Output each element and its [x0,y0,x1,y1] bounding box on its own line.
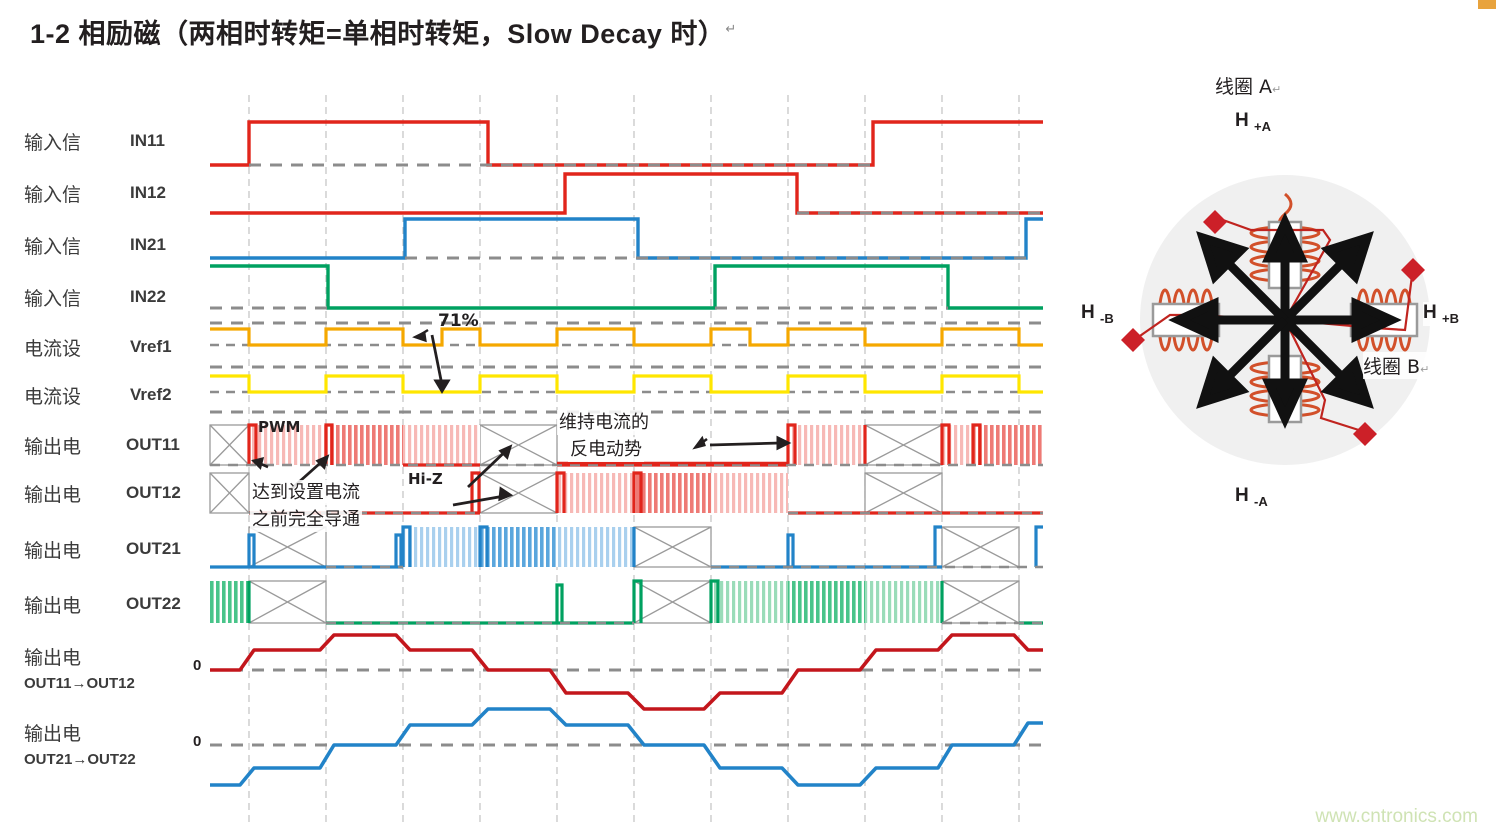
row-label-sig-out12: OUT12 [126,483,181,502]
motor-label-coil-b: 线圈 B↵ [1363,352,1430,379]
annotation-reach-current-line1: 达到设置电流 [250,480,362,505]
waveform-panel: 输入信 IN11 输入信 IN12 输入信 IN21 输入信 IN22 电流设 … [0,95,1060,825]
motor-label-h-plus-a: H +A [1235,110,1271,134]
row-label-cn-iout-a: 输出电 [24,647,82,669]
row-label-sig-vref2: Vref2 [130,385,172,404]
trace-current-a [210,633,1043,711]
row-label-cn-vref2: 电流设 [24,386,82,408]
trace-vref2 [210,374,1043,394]
row-label-sig-iout-b: OUT21→OUT22 [24,751,136,768]
field-arrows [1168,212,1402,429]
motor-diagram: 线圈 A↵ H +A H -A H +B H -B 线圈 B↵ [1075,72,1495,530]
motor-label-coil-a: 线圈 A↵ [1215,72,1282,99]
row-label-sig-in12: IN12 [130,183,166,202]
zero-mark-a: 0 [193,657,202,674]
annotation-pwm: PWM [258,418,301,436]
row-label-cn-iout-b: 输出电 [24,723,82,745]
row-label-cn-out21: 输出电 [24,540,82,562]
motor-label-h-plus-b: H +B [1423,302,1459,326]
trace-vref1 [210,327,1043,347]
row-label-sig-in21: IN21 [130,235,166,254]
terminal-diamonds [1121,210,1425,446]
row-label-sig-out22: OUT22 [126,594,181,613]
annotation-bemf-line1: 维持电流的 [557,410,651,435]
trace-out21 [210,525,1043,569]
row-label-cn-in12: 输入信 [24,184,82,206]
row-label-sig-in22: IN22 [130,287,166,306]
annotation-reach-current-line2: 之前完全导通 [250,507,362,532]
trace-in22 [210,264,1043,310]
row-label-cn-in22: 输入信 [24,288,82,310]
row-label-sig-vref1: Vref1 [130,337,172,356]
accent-bar [1478,0,1496,9]
annotation-arrows [251,328,792,507]
pilcrow-mark: ↵ [725,21,737,36]
motor-label-h-minus-b: H -B [1081,302,1114,326]
trace-out12 [209,471,1043,515]
row-label-cn-out11: 输出电 [24,436,82,458]
trace-out11 [209,423,1043,467]
row-label-cn-out12: 输出电 [24,484,82,506]
trace-out22 [210,579,1043,625]
trace-in12 [210,172,1043,215]
annotation-percent: 71% [438,311,479,331]
row-label-cn-in21: 输入信 [24,236,82,258]
page-title: 1-2 相励磁（两相时转矩=单相时转矩，Slow Decay 时）↵ [30,19,737,49]
motor-label-h-minus-a: H -A [1235,485,1268,509]
row-label-sig-out11: OUT11 [126,435,180,454]
annotation-bemf-line2: 反电动势 [568,437,644,462]
trace-current-b [210,707,1043,787]
zero-mark-b: 0 [193,733,202,750]
annotation-hiz: Hi-Z [408,470,443,488]
waveform-svg [209,95,1043,825]
plot-area: PWM 71% Hi-Z 达到设置电流 之前完全导通 维持电流的 反电动势 [209,95,1043,825]
row-label-sig-out21: OUT21 [126,539,181,558]
trace-in21 [210,217,1043,260]
motor-svg [1121,175,1430,465]
row-label-sig-in11: IN11 [130,131,165,150]
row-label-cn-vref1: 电流设 [24,338,82,360]
trace-in11 [210,120,1043,167]
row-label-cn-out22: 输出电 [24,595,82,617]
row-label-sig-iout-a: OUT11→OUT12 [24,675,135,692]
watermark: www.cntronics.com [1315,806,1478,827]
row-label-cn-in11: 输入信 [24,132,82,154]
